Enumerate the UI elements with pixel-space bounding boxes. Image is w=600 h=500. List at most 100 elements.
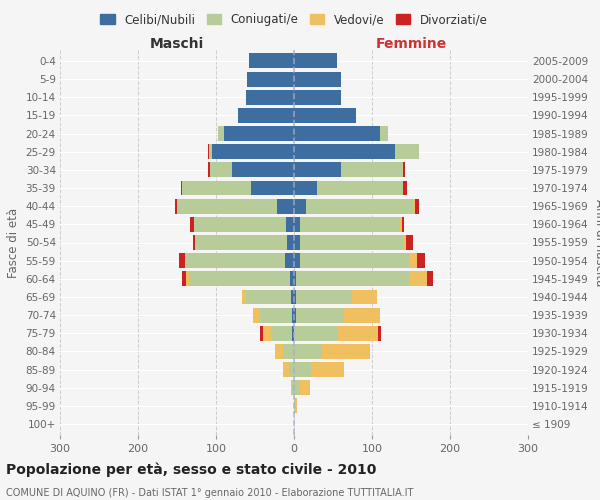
Bar [341, 162, 403, 178]
Bar [242, 290, 245, 304]
Bar [409, 272, 427, 286]
Bar [300, 380, 310, 395]
Bar [284, 253, 294, 268]
Y-axis label: Fasce di età: Fasce di età [7, 208, 20, 278]
Bar [245, 290, 291, 304]
Bar [182, 180, 251, 196]
Bar [283, 362, 289, 377]
Bar [294, 362, 311, 377]
Bar [395, 144, 419, 159]
Bar [292, 308, 294, 322]
Bar [260, 326, 263, 340]
Bar [294, 398, 296, 413]
Bar [417, 253, 425, 268]
Bar [294, 54, 337, 68]
Bar [294, 108, 356, 123]
Bar [232, 162, 294, 178]
Bar [352, 290, 377, 304]
Bar [260, 308, 292, 322]
Bar [403, 235, 406, 250]
Bar [409, 253, 417, 268]
Bar [403, 162, 405, 178]
Bar [249, 54, 294, 68]
Bar [311, 362, 344, 377]
Text: Maschi: Maschi [150, 37, 204, 51]
Bar [190, 217, 194, 232]
Bar [401, 217, 404, 232]
Bar [177, 198, 277, 214]
Bar [294, 198, 306, 214]
Bar [290, 272, 294, 286]
Bar [291, 380, 292, 395]
Bar [238, 108, 294, 123]
Bar [212, 144, 294, 159]
Bar [275, 344, 283, 359]
Bar [317, 180, 403, 196]
Bar [182, 272, 185, 286]
Bar [294, 126, 380, 141]
Bar [294, 180, 317, 196]
Bar [294, 72, 341, 86]
Bar [289, 362, 294, 377]
Bar [294, 144, 395, 159]
Bar [294, 90, 341, 104]
Text: Femmine: Femmine [376, 37, 446, 51]
Bar [296, 290, 352, 304]
Text: COMUNE DI AQUINO (FR) - Dati ISTAT 1° gennaio 2010 - Elaborazione TUTTITALIA.IT: COMUNE DI AQUINO (FR) - Dati ISTAT 1° ge… [6, 488, 413, 498]
Bar [277, 198, 294, 214]
Bar [294, 217, 300, 232]
Bar [378, 326, 380, 340]
Bar [195, 235, 287, 250]
Bar [300, 217, 400, 232]
Bar [415, 198, 419, 214]
Bar [413, 198, 415, 214]
Bar [380, 126, 388, 141]
Bar [291, 290, 294, 304]
Bar [185, 272, 188, 286]
Y-axis label: Anni di nascita: Anni di nascita [593, 199, 600, 286]
Bar [175, 198, 177, 214]
Bar [218, 126, 224, 141]
Bar [296, 272, 409, 286]
Bar [253, 308, 260, 322]
Bar [193, 235, 195, 250]
Bar [194, 217, 286, 232]
Bar [208, 162, 210, 178]
Bar [294, 290, 296, 304]
Bar [286, 217, 294, 232]
Bar [287, 235, 294, 250]
Bar [296, 398, 297, 413]
Bar [406, 235, 413, 250]
Bar [292, 380, 294, 395]
Bar [294, 344, 322, 359]
Bar [209, 144, 212, 159]
Bar [294, 272, 296, 286]
Bar [292, 326, 294, 340]
Bar [224, 126, 294, 141]
Bar [294, 253, 300, 268]
Bar [245, 90, 294, 104]
Bar [251, 180, 294, 196]
Bar [403, 180, 407, 196]
Bar [300, 235, 403, 250]
Bar [185, 253, 284, 268]
Bar [294, 326, 338, 340]
Bar [296, 308, 344, 322]
Bar [300, 253, 409, 268]
Bar [271, 326, 292, 340]
Bar [283, 344, 294, 359]
Bar [400, 217, 401, 232]
Bar [210, 162, 232, 178]
Bar [294, 308, 296, 322]
Bar [294, 380, 300, 395]
Bar [322, 344, 370, 359]
Legend: Celibi/Nubili, Coniugati/e, Vedovi/e, Divorziati/e: Celibi/Nubili, Coniugati/e, Vedovi/e, Di… [97, 10, 491, 30]
Text: Popolazione per età, sesso e stato civile - 2010: Popolazione per età, sesso e stato civil… [6, 462, 376, 477]
Bar [263, 326, 271, 340]
Bar [306, 198, 413, 214]
Bar [179, 253, 185, 268]
Bar [247, 72, 294, 86]
Bar [208, 144, 209, 159]
Bar [294, 235, 300, 250]
Bar [181, 180, 182, 196]
